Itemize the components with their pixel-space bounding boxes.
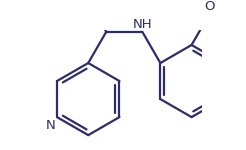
Text: N: N (45, 119, 55, 132)
Text: O: O (204, 0, 215, 13)
Text: NH: NH (133, 18, 152, 31)
